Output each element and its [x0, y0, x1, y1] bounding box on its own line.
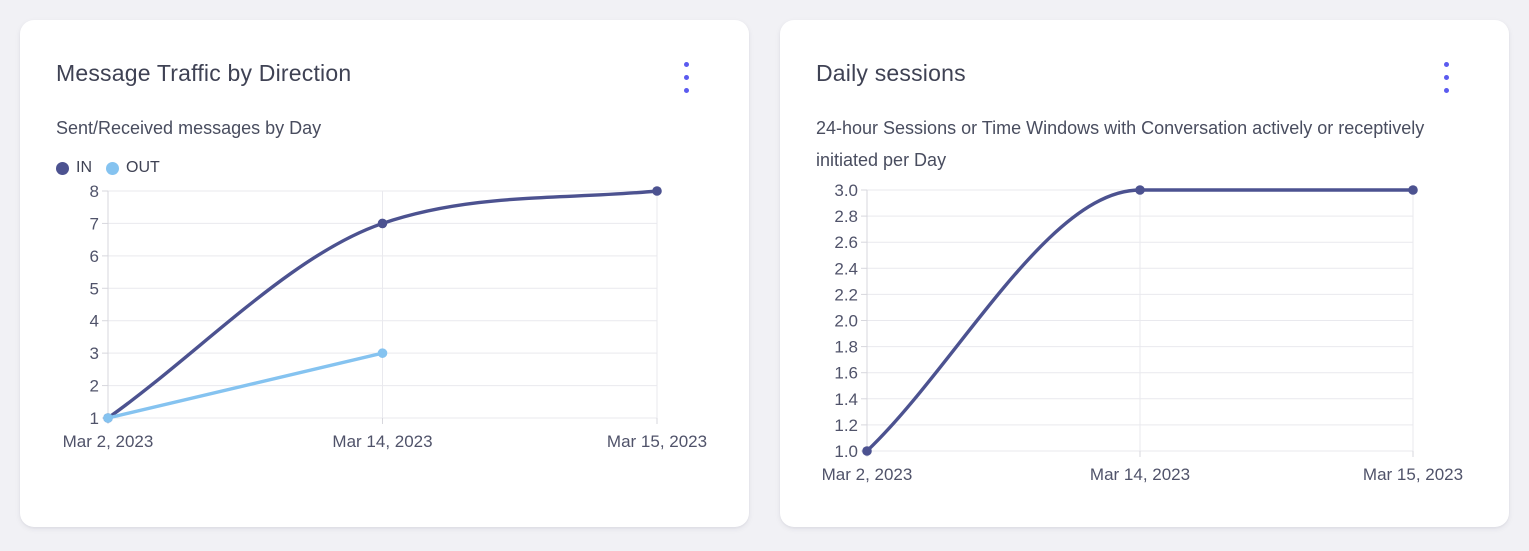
daily-sessions-card: Daily sessions 24-hour Sessions or Time …	[780, 20, 1509, 527]
card-header: Message Traffic by Direction	[56, 58, 713, 93]
kebab-dot	[683, 61, 689, 67]
card-header: Daily sessions	[816, 58, 1473, 93]
legend-marker-out-icon	[106, 161, 119, 175]
chart-title: Daily sessions	[816, 60, 966, 86]
svg-text:Mar 2, 2023: Mar 2, 2023	[63, 432, 154, 451]
svg-text:2.4: 2.4	[834, 259, 858, 278]
daily-sessions-line-chart: 1.0 1.2 1.4 1.6 1.8 2.0 2.2 2.4 2.6 2.8 3.0 Mar 2, …	[822, 181, 1463, 484]
svg-text:6: 6	[90, 247, 99, 266]
svg-text:2.8: 2.8	[834, 207, 858, 226]
message-traffic-card: Message Traffic by Direction Sent/Receiv…	[20, 20, 749, 527]
svg-text:1.0: 1.0	[834, 442, 858, 461]
chart-title: Message Traffic by Direction	[56, 60, 352, 86]
svg-text:1.4: 1.4	[834, 390, 858, 409]
kebab-dot	[683, 87, 689, 93]
svg-text:Mar 2, 2023: Mar 2, 2023	[822, 465, 913, 484]
svg-text:7: 7	[90, 214, 99, 233]
svg-text:Mar 15, 2023: Mar 15, 2023	[607, 432, 707, 451]
kebab-dot	[1443, 74, 1449, 80]
kebab-menu-icon[interactable]	[1431, 58, 1461, 96]
svg-text:2.6: 2.6	[834, 233, 858, 252]
svg-text:5: 5	[90, 279, 99, 298]
svg-text:1.2: 1.2	[834, 416, 858, 435]
kebab-dot	[1443, 87, 1449, 93]
svg-text:2.0: 2.0	[834, 312, 858, 331]
svg-text:1.8: 1.8	[834, 338, 858, 357]
svg-text:Mar 15, 2023: Mar 15, 2023	[1363, 465, 1463, 484]
svg-text:2: 2	[90, 377, 99, 396]
kebab-dot	[1443, 61, 1449, 67]
legend-item-in: IN	[56, 159, 92, 177]
kebab-menu-icon[interactable]	[671, 58, 701, 96]
chart-subtitle: Sent/Received messages by Day	[56, 118, 322, 138]
chart-legend: IN OUT	[56, 156, 713, 180]
svg-text:1.6: 1.6	[834, 364, 858, 383]
kebab-dot	[683, 74, 689, 80]
svg-text:3: 3	[90, 344, 99, 363]
svg-text:8: 8	[90, 182, 99, 201]
legend-label-in: IN	[76, 159, 92, 176]
svg-text:Mar 14, 2023: Mar 14, 2023	[332, 432, 432, 451]
svg-text:1: 1	[90, 409, 99, 428]
legend-label-out: OUT	[126, 159, 160, 176]
message-traffic-line-chart: 1 2 3 4 5 6 7 8 Mar 2, 2023 Mar 14, 2023 Mar 15, 2…	[63, 182, 707, 451]
legend-item-out: OUT	[106, 159, 160, 177]
svg-text:2.2: 2.2	[834, 285, 858, 304]
chart-subtitle: 24-hour Sessions or Time Windows with Co…	[816, 118, 1425, 170]
legend-marker-in-icon	[56, 161, 69, 175]
svg-text:Mar 14, 2023: Mar 14, 2023	[1090, 465, 1190, 484]
svg-text:3.0: 3.0	[834, 181, 858, 200]
svg-text:4: 4	[90, 312, 99, 331]
